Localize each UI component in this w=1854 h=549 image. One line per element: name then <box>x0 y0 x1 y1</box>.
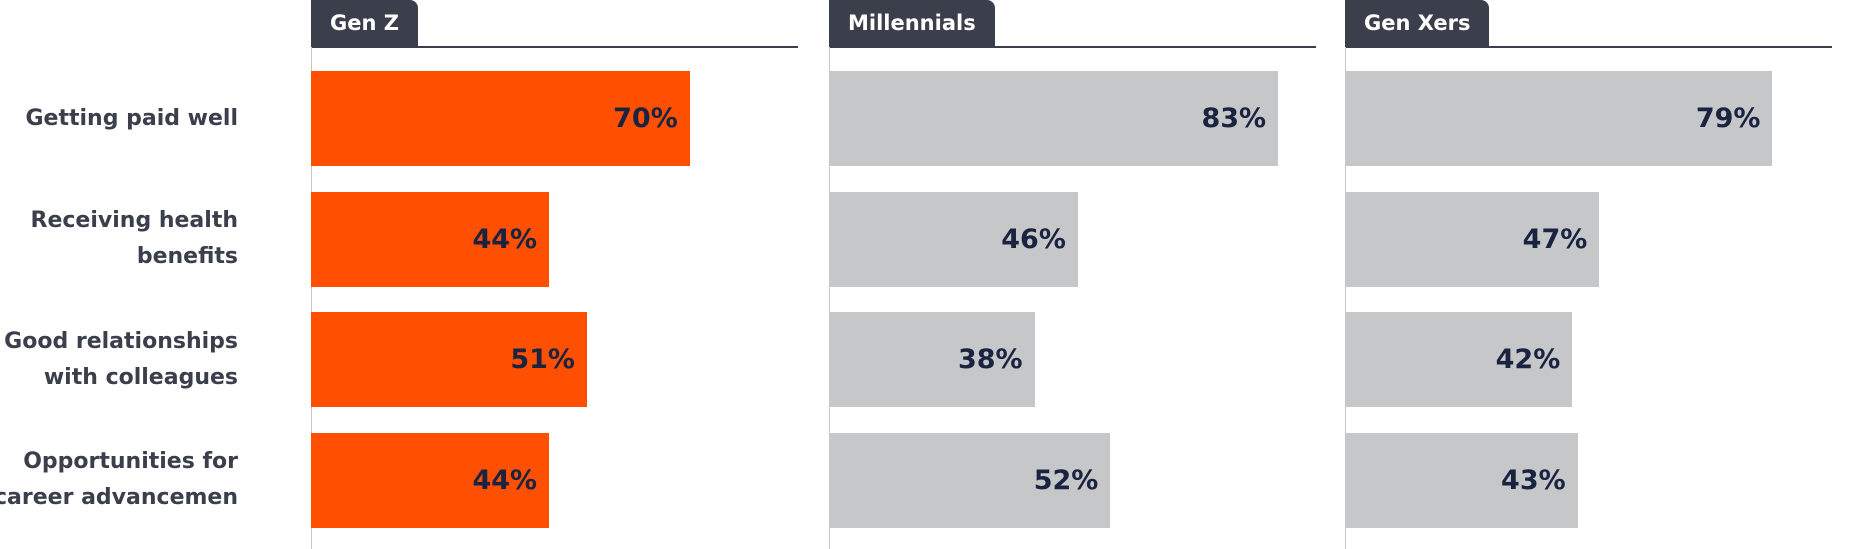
bar <box>829 71 1279 166</box>
category-label: Good relationships with colleagues <box>4 328 238 390</box>
value-label: 42% <box>1495 344 1561 375</box>
bar <box>829 191 1078 287</box>
bar <box>311 191 550 287</box>
bar <box>311 432 550 528</box>
bar <box>829 432 1111 528</box>
category-label: Getting paid well <box>25 105 239 131</box>
category-label: Opportunities for career advancemen <box>0 449 238 510</box>
bar <box>1345 71 1773 166</box>
baseline <box>829 47 830 549</box>
bar <box>1345 432 1578 528</box>
bar <box>829 312 1035 407</box>
value-label: 46% <box>1001 223 1066 255</box>
value-label: 52% <box>1033 464 1099 496</box>
bar <box>1345 191 1600 287</box>
value-label: 44% <box>472 223 538 255</box>
panel-axis <box>311 46 798 48</box>
panel-tab: Gen Z <box>311 0 418 47</box>
value-label: 47% <box>1522 223 1588 255</box>
category-label: Receiving health benefits <box>30 208 238 269</box>
value-label: 70% <box>613 103 678 134</box>
bar <box>1345 312 1573 407</box>
panel-tab: Gen Xers <box>1345 0 1490 47</box>
value-label: 51% <box>510 344 575 375</box>
panel-axis <box>829 46 1316 48</box>
bar <box>311 312 587 407</box>
value-label: 43% <box>1501 464 1566 496</box>
panel-tab: Millennials <box>829 0 995 47</box>
value-label: 38% <box>957 344 1023 375</box>
value-label: 83% <box>1201 103 1267 134</box>
value-label: 44% <box>472 464 538 496</box>
value-label: 79% <box>1695 103 1761 134</box>
panel-axis <box>1345 46 1832 48</box>
baseline <box>311 47 312 549</box>
baseline <box>1345 47 1346 549</box>
bar <box>311 71 690 166</box>
